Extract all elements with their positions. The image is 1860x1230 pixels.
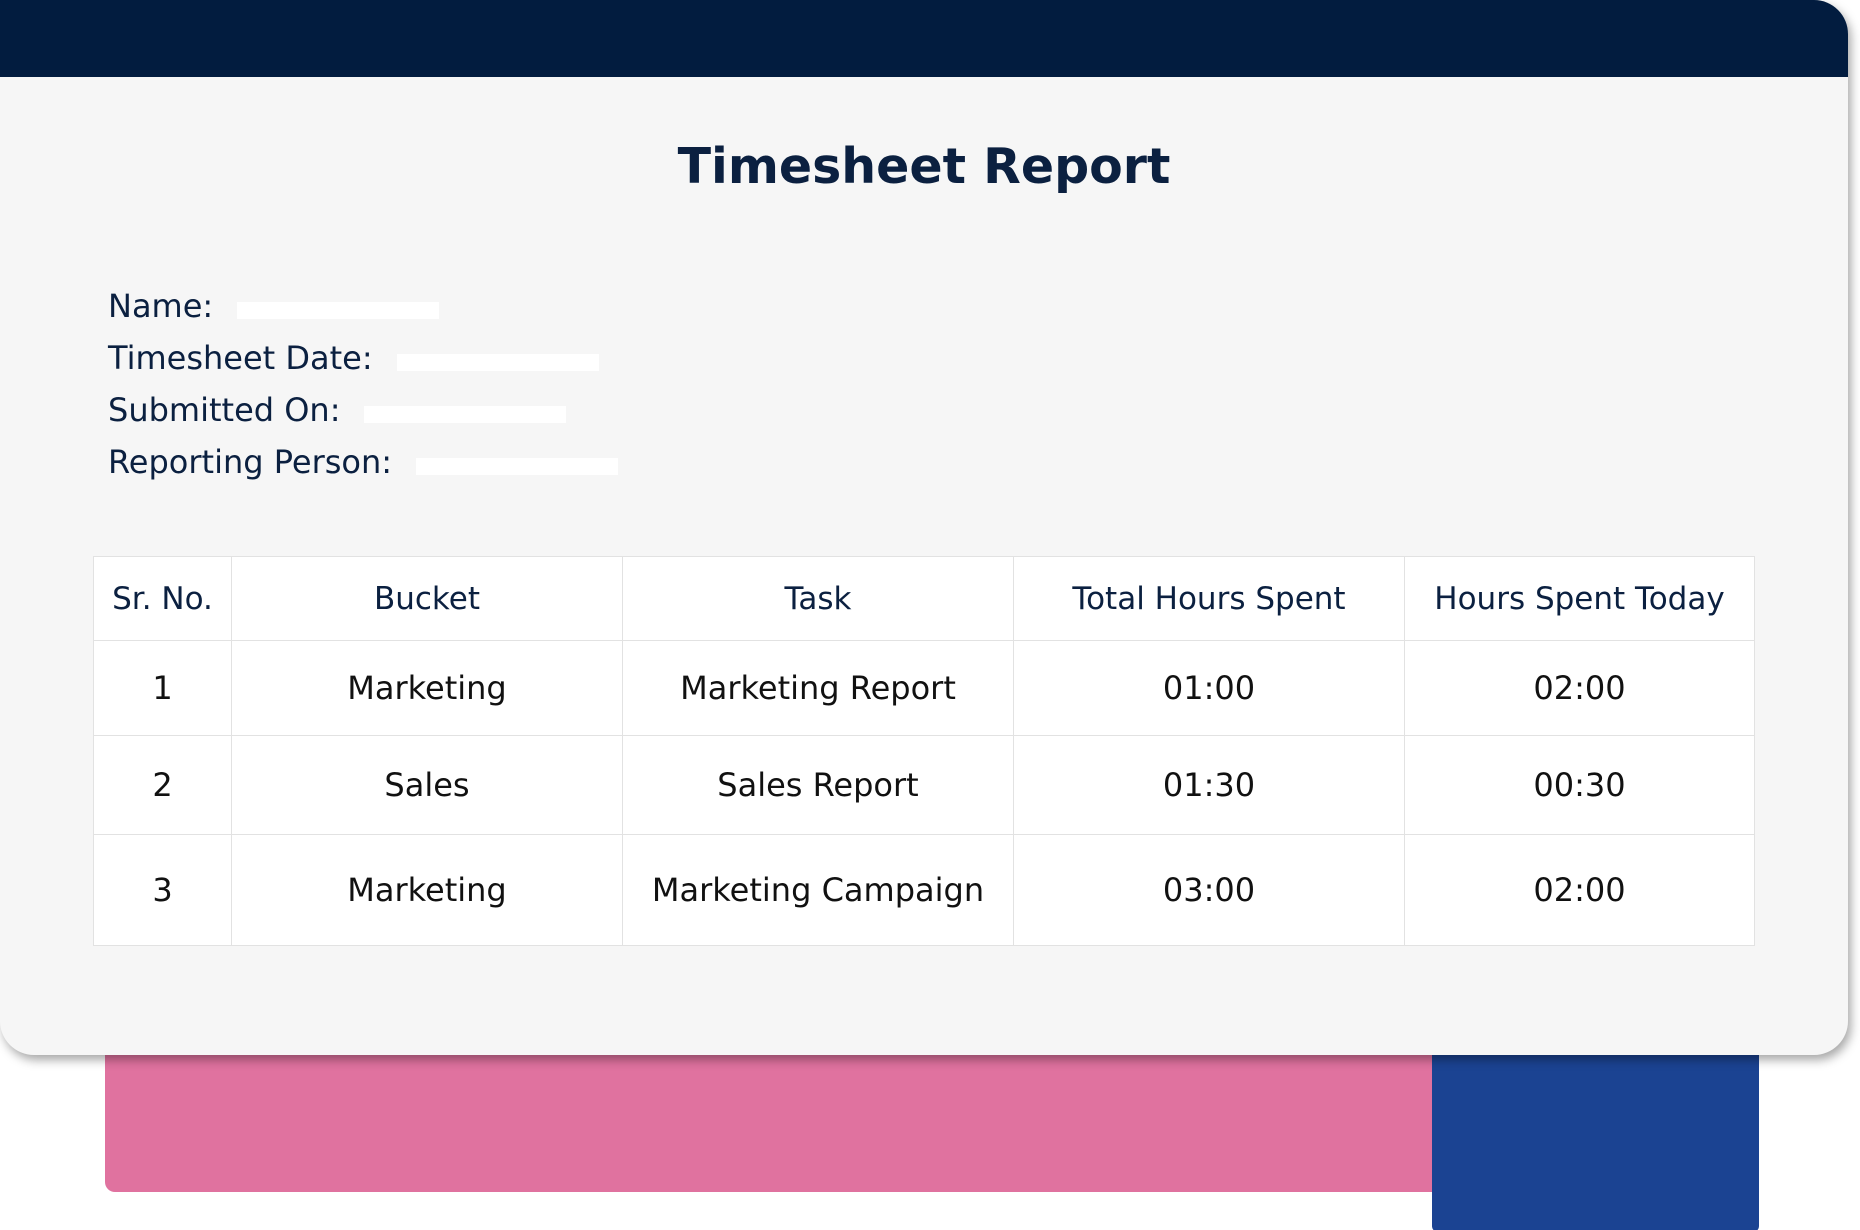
table-row: 3 Marketing Marketing Campaign 03:00 02:… — [93, 834, 1755, 946]
reporting-person-value — [416, 457, 619, 475]
submitted-on-label: Submitted On: — [108, 391, 341, 429]
reporting-person-label: Reporting Person: — [108, 443, 393, 481]
cell-bucket: Marketing — [231, 640, 623, 736]
reporting-person-field: Reporting Person: — [108, 440, 619, 484]
table-row: 2 Sales Sales Report 01:30 00:30 — [93, 735, 1755, 835]
header-hours-spent-today: Hours Spent Today — [1404, 556, 1755, 641]
cell-total-hours: 01:30 — [1013, 735, 1405, 835]
timesheet-table: Sr. No. Bucket Task Total Hours Spent Ho… — [93, 556, 1755, 946]
cell-hours-today: 02:00 — [1404, 834, 1755, 946]
submitted-on-value — [364, 405, 567, 423]
cell-hours-today: 00:30 — [1404, 735, 1755, 835]
cell-bucket: Marketing — [231, 834, 623, 946]
table-header-row: Sr. No. Bucket Task Total Hours Spent Ho… — [93, 556, 1755, 641]
name-label: Name: — [108, 287, 214, 325]
cell-total-hours: 01:00 — [1013, 640, 1405, 736]
submitted-on-field: Submitted On: — [108, 388, 567, 432]
name-field: Name: — [108, 284, 440, 328]
name-value — [237, 301, 440, 319]
header-total-hours-spent: Total Hours Spent — [1013, 556, 1405, 641]
cell-sr-no: 1 — [93, 640, 232, 736]
cell-task: Marketing Report — [622, 640, 1014, 736]
page-title: Timesheet Report — [677, 138, 1171, 195]
cell-task: Marketing Campaign — [622, 834, 1014, 946]
cell-sr-no: 3 — [93, 834, 232, 946]
timesheet-date-field: Timesheet Date: — [108, 336, 599, 380]
timesheet-date-label: Timesheet Date: — [108, 339, 373, 377]
report-card: Timesheet Report Name: Timesheet Date: S… — [0, 0, 1848, 946]
timesheet-date-value — [396, 353, 599, 371]
cell-bucket: Sales — [231, 735, 623, 835]
cell-sr-no: 2 — [93, 735, 232, 835]
header-sr-no: Sr. No. — [93, 556, 232, 641]
cell-total-hours: 03:00 — [1013, 834, 1405, 946]
table-row: 1 Marketing Marketing Report 01:00 02:00 — [93, 640, 1755, 736]
cell-task: Sales Report — [622, 735, 1014, 835]
cell-hours-today: 02:00 — [1404, 640, 1755, 736]
card-header-bar — [0, 0, 1848, 77]
header-bucket: Bucket — [231, 556, 623, 641]
header-task: Task — [622, 556, 1014, 641]
